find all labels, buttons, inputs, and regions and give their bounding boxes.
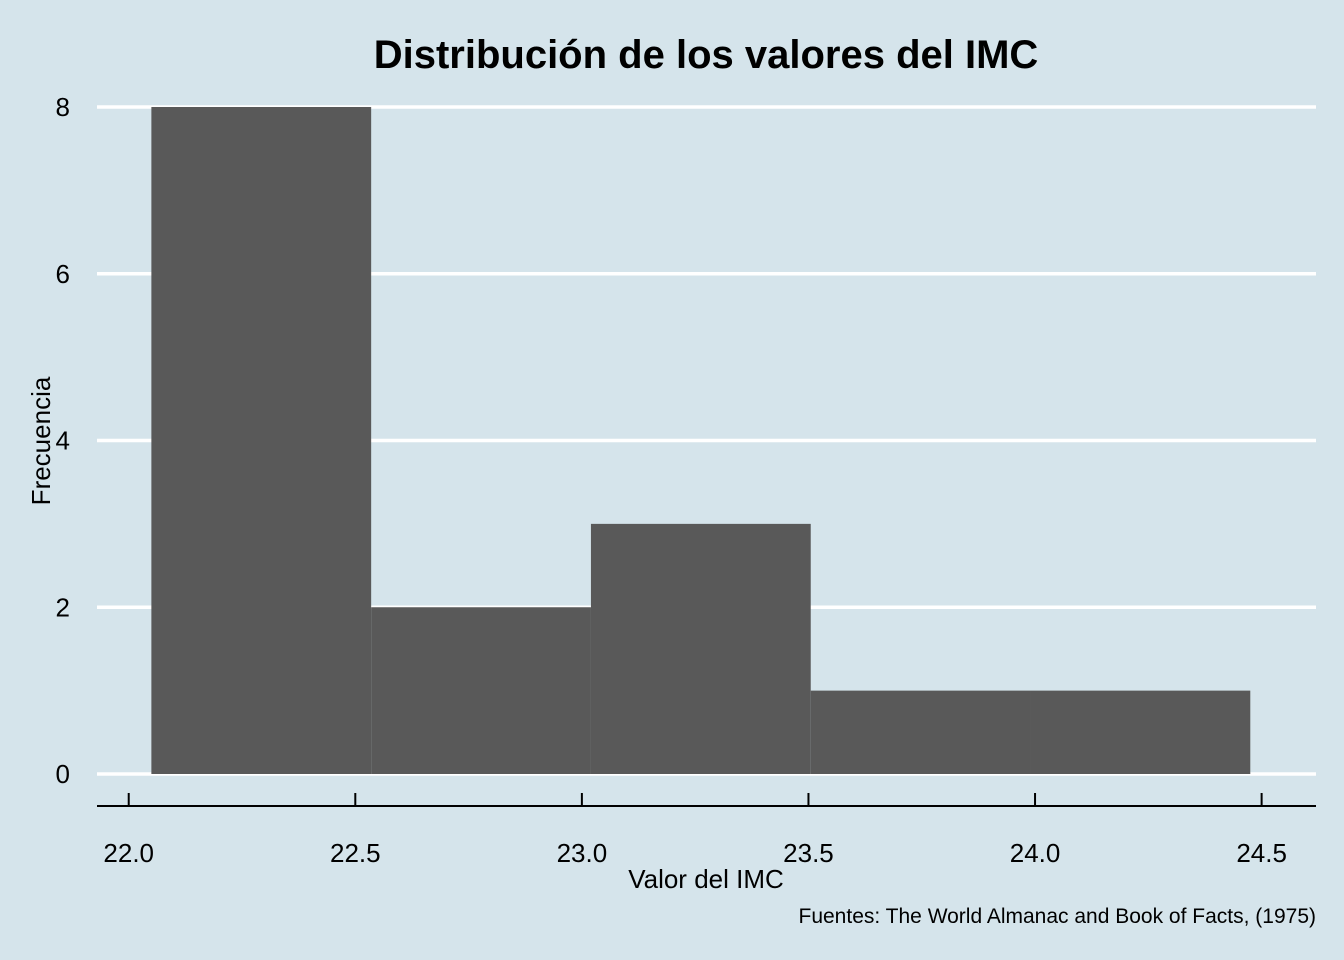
x-axis-label: Valor del IMC	[628, 864, 784, 894]
y-tick-label-6: 6	[56, 259, 70, 289]
chart-caption: Fuentes: The World Almanac and Book of F…	[799, 905, 1317, 928]
x-tick-label-24.0: 24.0	[1010, 838, 1061, 868]
y-axis-label: Frecuencia	[26, 376, 56, 505]
y-tick-label-8: 8	[56, 92, 70, 122]
x-tick-label-23.5: 23.5	[783, 838, 834, 868]
y-tick-label-2: 2	[56, 592, 70, 622]
x-tick-label-24.5: 24.5	[1236, 838, 1287, 868]
bars	[151, 107, 1251, 774]
x-tick-label-22.5: 22.5	[330, 838, 381, 868]
histogram-bar-2	[371, 607, 591, 774]
x-tick-label-23.0: 23.0	[557, 838, 608, 868]
x-axis: 22.0 22.5 23.0 23.5 24.0 24.5	[97, 793, 1316, 868]
y-tick-label-0: 0	[56, 759, 70, 789]
histogram-bar-4	[810, 690, 1031, 774]
chart-title: Distribución de los valores del IMC	[374, 33, 1039, 77]
histogram-bar-3	[590, 523, 811, 774]
histogram-bar-5	[1030, 690, 1251, 774]
y-axis: 0 2 4 6 8	[56, 92, 70, 789]
x-tick-label-22.0: 22.0	[103, 838, 154, 868]
y-tick-label-4: 4	[56, 426, 70, 456]
histogram-bar-1	[151, 107, 372, 774]
